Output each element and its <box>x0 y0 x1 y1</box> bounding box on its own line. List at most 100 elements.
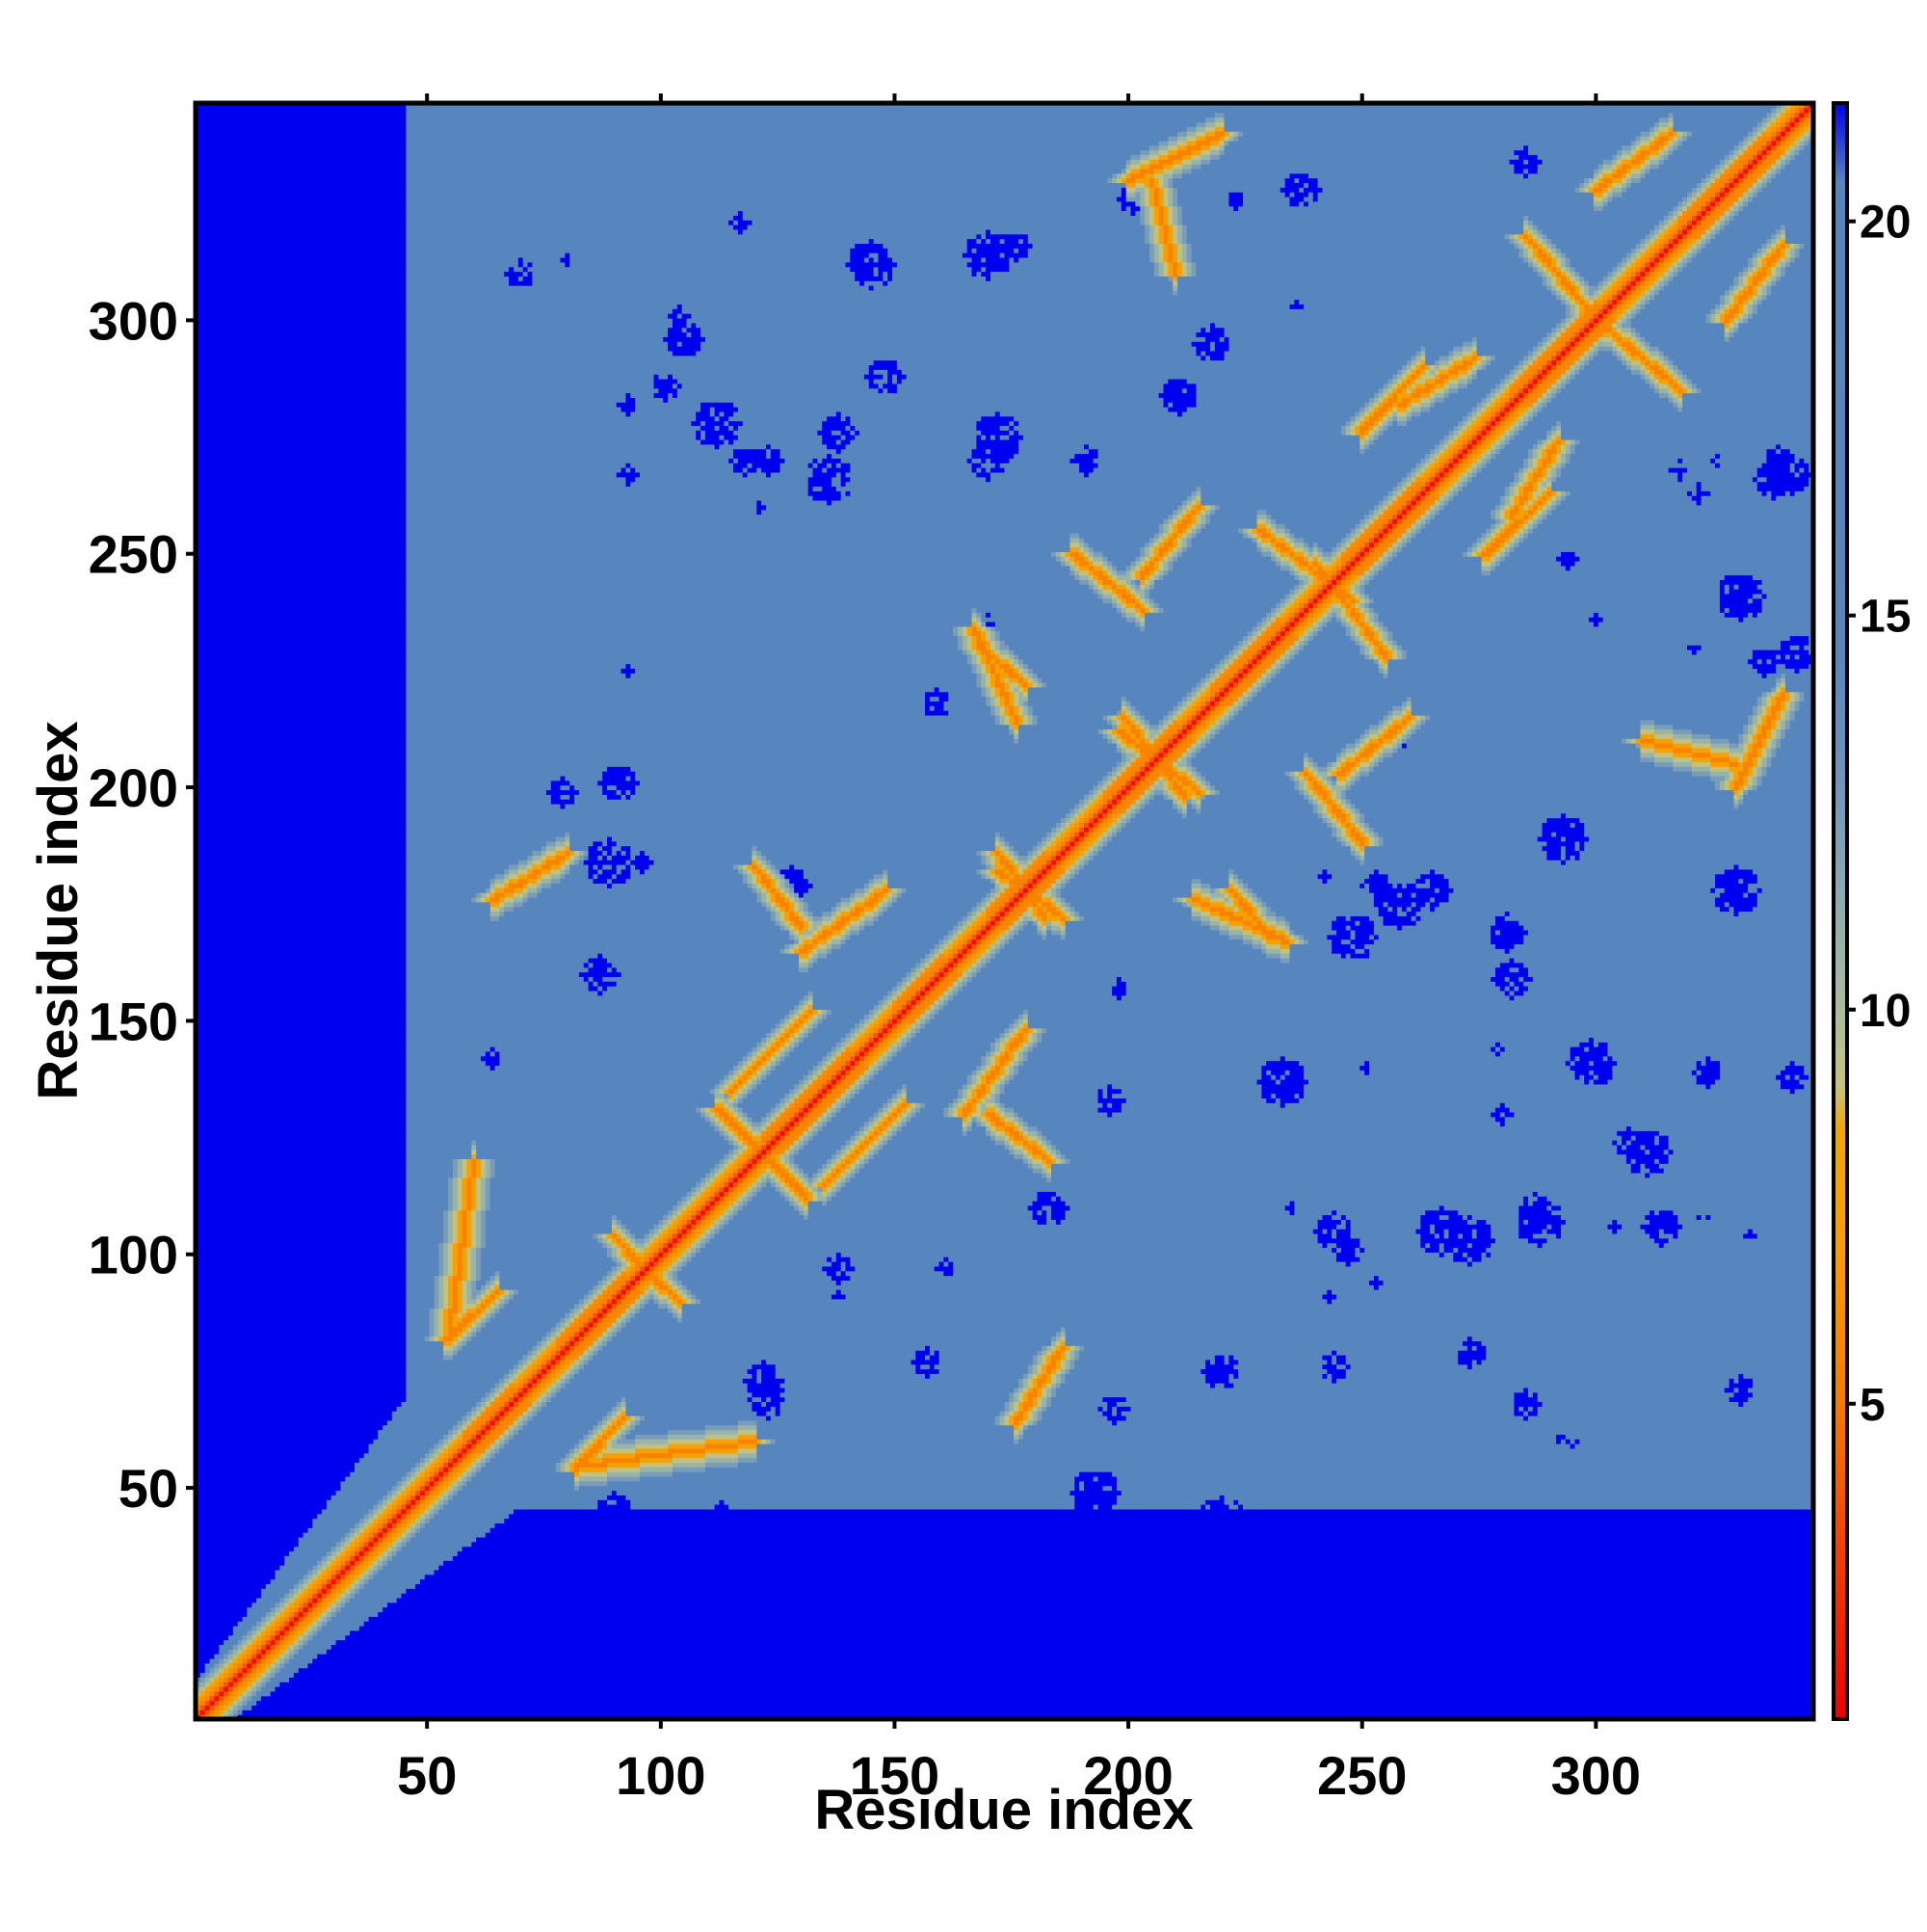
heatmap-cell-run <box>799 1117 804 1122</box>
heatmap-cell-run <box>336 1570 341 1575</box>
heatmap-cell-run <box>1579 1439 1813 1443</box>
heatmap-cell-run <box>541 1388 546 1392</box>
heatmap-cell-run <box>738 1065 743 1070</box>
heatmap-cell-run <box>331 1555 336 1560</box>
heatmap-cell-run <box>251 1602 276 1607</box>
heatmap-cell-run <box>967 1102 972 1107</box>
heatmap-cell-run <box>438 1476 443 1481</box>
heatmap-cell-run <box>1453 1247 1458 1252</box>
heatmap-cell-run <box>1790 1061 1795 1066</box>
heatmap-cell-run <box>1201 1368 1238 1373</box>
heatmap-cell-run <box>481 1173 486 1178</box>
heatmap-cell-run <box>537 1388 541 1392</box>
heatmap-cell-run <box>738 1145 743 1150</box>
heatmap-cell-run <box>724 1168 728 1173</box>
heatmap-cell-run <box>640 1416 645 1420</box>
heatmap-cell-run <box>719 1215 724 1220</box>
heatmap-cell-run <box>317 1598 322 1602</box>
heatmap-cell-run <box>1018 1439 1557 1443</box>
heatmap-cell-run <box>1051 1340 1056 1345</box>
heatmap-cell-run <box>967 1094 972 1098</box>
heatmap-cell-run <box>953 1098 958 1102</box>
heatmap-cell-run <box>612 1491 617 1495</box>
heatmap-cell-run <box>196 1145 407 1150</box>
heatmap-cell-run <box>499 1378 504 1383</box>
heatmap-cell-run <box>410 1476 415 1481</box>
heatmap-cell-run <box>855 1145 859 1150</box>
heatmap-cell-run <box>761 1439 766 1443</box>
heatmap-cell-run <box>210 1668 215 1673</box>
heatmap-cell-run <box>406 1042 757 1046</box>
heatmap-cell-run <box>415 1583 1814 1588</box>
heatmap-cell-run <box>733 1163 738 1168</box>
heatmap-cell-run <box>696 1252 836 1257</box>
heatmap-cell-run <box>307 1575 312 1579</box>
heatmap-cell-run <box>728 1182 733 1187</box>
heatmap-cell-run <box>883 1046 887 1051</box>
heatmap-cell-run <box>832 1074 836 1079</box>
heatmap-cell-run <box>1042 1140 1046 1145</box>
heatmap-cell-run <box>490 1046 495 1051</box>
heatmap-cell-run <box>425 1495 430 1499</box>
heatmap-cell-run <box>1033 1360 1038 1364</box>
heatmap-cell-run <box>630 1238 635 1243</box>
heatmap-cell-run <box>883 1051 887 1056</box>
heatmap-cell-run <box>243 1616 262 1621</box>
heatmap-cell-run <box>486 1168 490 1173</box>
heatmap-cell-run <box>1449 1229 1473 1233</box>
heatmap-cell-run <box>284 1560 318 1565</box>
heatmap-cell-run <box>789 1089 794 1094</box>
heatmap-cell-run <box>364 1560 369 1565</box>
heatmap-cell-run <box>466 1411 471 1416</box>
heatmap-cell-run <box>210 1673 215 1678</box>
heatmap-cell-run <box>625 1284 630 1289</box>
heatmap-cell-run <box>621 1243 626 1248</box>
heatmap-cell-run <box>415 1495 420 1499</box>
heatmap-cell-run <box>1640 1163 1645 1168</box>
heatmap-cell-run <box>574 1471 579 1476</box>
heatmap-cell-run <box>1659 1210 1674 1215</box>
heatmap-cell-run <box>243 1649 248 1654</box>
heatmap-cell-run <box>466 1340 537 1345</box>
heatmap-cell-run <box>1233 1373 1238 1378</box>
heatmap-cell-run <box>453 1476 458 1481</box>
heatmap-cell-run <box>748 1094 785 1098</box>
heatmap-cell-run <box>780 1107 785 1112</box>
heatmap-cell-run <box>392 1527 397 1532</box>
heatmap-cell-run <box>1000 1042 1005 1046</box>
heatmap-cell-run <box>406 1308 430 1312</box>
heatmap-cell-run <box>256 1626 261 1630</box>
heatmap-cell-run <box>738 1163 743 1168</box>
heatmap-cell-run <box>859 1089 897 1094</box>
heatmap-cell-run <box>654 1284 659 1289</box>
heatmap-cell-run <box>733 1145 738 1150</box>
heatmap-cell-run <box>907 1122 964 1126</box>
heatmap-cell-run <box>738 1420 757 1425</box>
heatmap-cell-run <box>1294 1094 1299 1098</box>
heatmap-cell-run <box>481 1229 486 1233</box>
heatmap-cell-run <box>490 1191 687 1196</box>
heatmap-cell-run <box>640 1266 645 1271</box>
heatmap-cell-run <box>462 1312 467 1317</box>
heatmap-cell-run <box>1056 1383 1061 1388</box>
heatmap-cell-run <box>373 1547 378 1551</box>
heatmap-cell-run <box>640 1294 645 1299</box>
heatmap-cell-run <box>266 1583 295 1588</box>
heatmap-cell-run <box>855 1130 859 1135</box>
heatmap-cell-run <box>813 1065 818 1070</box>
heatmap-cell-run <box>1009 1140 1014 1145</box>
heatmap-cell-run <box>434 1443 438 1448</box>
heatmap-cell-run <box>476 1308 481 1312</box>
heatmap-cell-run <box>832 1070 836 1074</box>
heatmap-cell-run <box>897 1102 902 1107</box>
heatmap-cell-run <box>584 1304 589 1309</box>
heatmap-cell-run <box>528 1411 533 1416</box>
heatmap-cell-run <box>406 1491 410 1495</box>
heatmap-cell-run <box>630 1261 635 1266</box>
heatmap-cell-run <box>1028 1154 1033 1159</box>
heatmap-cell-run <box>719 1168 724 1173</box>
heatmap-cell-run <box>752 1163 756 1168</box>
heatmap-cell-run <box>846 1079 851 1084</box>
heatmap-cell-run <box>836 1094 841 1098</box>
heatmap-cell-run <box>233 1630 248 1635</box>
